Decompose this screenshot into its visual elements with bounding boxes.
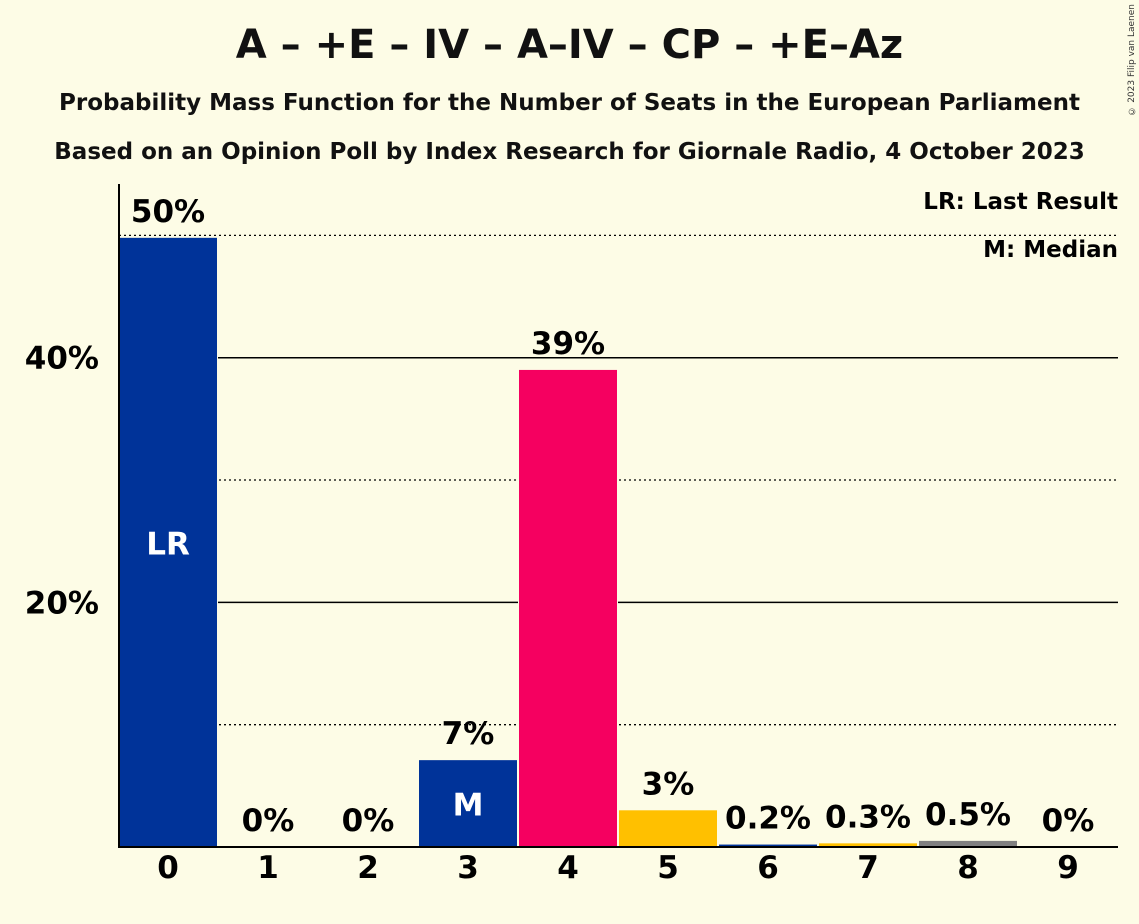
bar-seat-0 [119, 237, 217, 847]
value-label-8: 0.5% [925, 797, 1011, 833]
x-tick-label-8: 8 [957, 850, 979, 886]
inbar-label-0: LR [146, 526, 190, 562]
y-tick-label: 40% [25, 341, 99, 377]
x-tick-label-9: 9 [1057, 850, 1079, 886]
value-label-0: 50% [131, 194, 205, 230]
bar-seat-7 [819, 843, 917, 847]
value-label-2: 0% [342, 803, 395, 839]
value-label-1: 0% [242, 803, 295, 839]
chart-source: Based on an Opinion Poll by Index Resear… [54, 139, 1085, 165]
bar-labels: 50% LR 0% 0% 7% M 39% 3% 0.2% 0.3% 0.5% 0% [131, 194, 1094, 839]
x-tick-label-3: 3 [457, 850, 479, 886]
value-label-4: 39% [531, 326, 605, 362]
axes: 0 1 2 3 4 5 6 7 8 9 20% 40% [25, 184, 1118, 886]
x-tick-label-1: 1 [257, 850, 279, 886]
x-tick-label-7: 7 [857, 850, 879, 886]
x-tick-label-2: 2 [357, 850, 379, 886]
x-tick-label-4: 4 [557, 850, 579, 886]
x-tick-label-0: 0 [157, 850, 179, 886]
legend-median: M: Median [983, 237, 1118, 263]
value-label-7: 0.3% [825, 799, 911, 835]
bar-seat-5 [619, 810, 717, 847]
x-tick-label-5: 5 [657, 850, 679, 886]
inbar-label-3: M [453, 788, 484, 824]
y-tick-label: 20% [25, 585, 99, 621]
bars [118, 237, 1018, 847]
value-label-6: 0.2% [725, 801, 811, 837]
x-tick-label-6: 6 [757, 850, 779, 886]
grid-lines [119, 234, 1118, 726]
value-label-9: 0% [1042, 803, 1095, 839]
legend-last-result: LR: Last Result [923, 189, 1118, 215]
value-label-3: 7% [442, 716, 495, 752]
chart-subtitle: Probability Mass Function for the Number… [59, 90, 1080, 116]
bar-seat-4 [519, 369, 617, 847]
chart-title: A – +E – IV – A–IV – CP – +E–Az [235, 22, 904, 68]
value-label-5: 3% [642, 766, 695, 802]
bar-seat-3 [419, 760, 517, 847]
bar-seat-6 [719, 844, 817, 847]
bar-seat-8 [919, 840, 1017, 847]
